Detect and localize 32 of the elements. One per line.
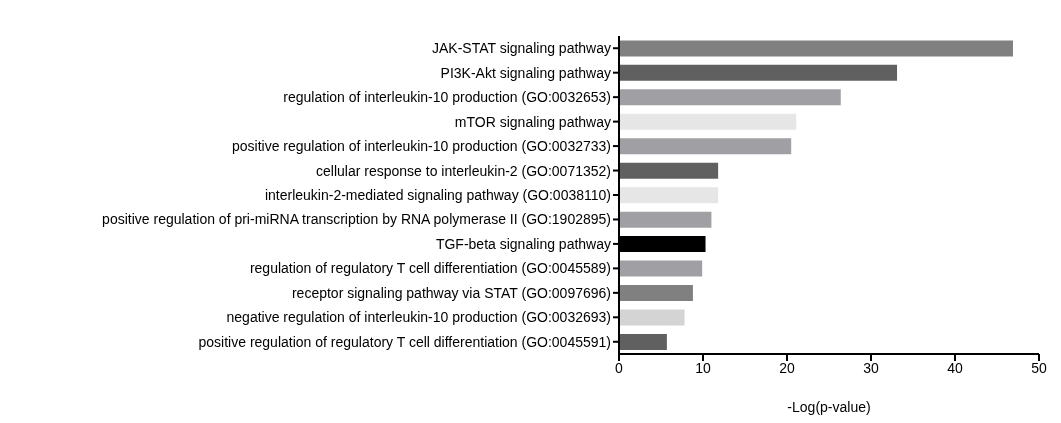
x-tick-label: 40 [947,359,963,376]
bar [619,64,898,81]
y-tick-label: TGF-beta signaling pathway [435,235,611,252]
x-axis-title: -Log(p-value) [787,399,871,415]
x-tick-label: 50 [1031,359,1047,376]
y-tick-label: cellular response to interleukin-2 (GO:0071352) [316,162,611,179]
bar [619,138,792,155]
bar [619,187,719,204]
bar [619,260,703,277]
x-tick-label: 0 [615,359,624,376]
y-tick-label: regulation of regulatory T cell differentiation (GO:0045589) [249,260,611,277]
y-tick-label: receptor signaling pathway via STAT (GO:0097696) [291,284,611,301]
x-tick-label: 10 [695,359,711,376]
bar [619,211,712,228]
y-tick-label: interleukin-2-mediated signaling pathway (GO:0038110) [264,186,611,203]
bar [619,89,841,106]
bar [619,113,797,130]
x-tick-label: 20 [779,359,795,376]
bar [619,162,719,179]
y-tick-label: mTOR signaling pathway [454,113,611,130]
y-tick-label: positive regulation of interleukin-10 production (GO:0032733) [231,138,611,155]
x-tick-label: 30 [863,359,879,376]
y-tick-label: JAK-STAT signaling pathway [432,40,611,57]
y-tick-label: PI3K-Akt signaling pathway [440,64,611,81]
y-tick-label: negative regulation of interleukin-10 production (GO:0032693) [226,309,611,326]
y-tick-label: positive regulation of regulatory T cell differentiation (GO:0045591) [198,333,611,350]
y-tick-label: regulation of interleukin-10 production (GO:0032653) [283,89,611,106]
bar [619,285,693,302]
y-tick-label: positive regulation of pri-miRNA transcription by RNA polymerase II (GO:1902895) [102,211,611,228]
bar [619,309,685,326]
bar [619,333,667,350]
bar [619,40,1013,57]
